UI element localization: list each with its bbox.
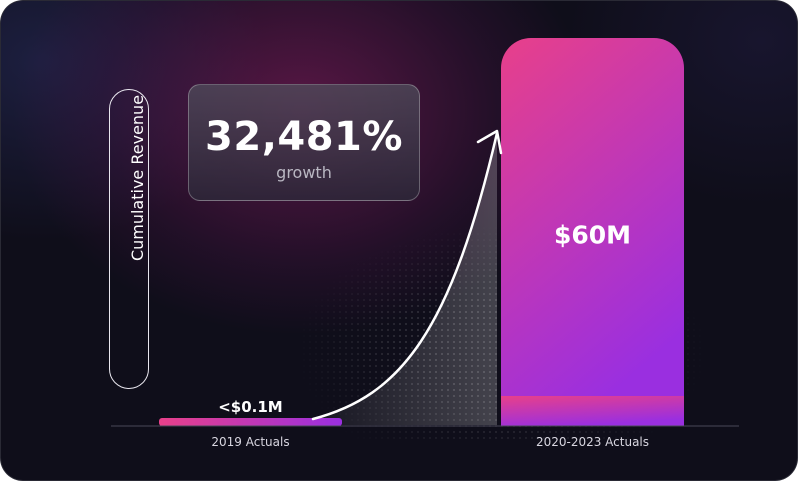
bar-2-base <box>501 396 684 426</box>
growth-label: growth <box>276 163 332 182</box>
growth-callout: 32,481% growth <box>188 84 420 201</box>
bar-1 <box>159 418 342 426</box>
y-axis-label: Cumulative Revenue <box>128 94 147 262</box>
category-label-2: 2020-2023 Actuals <box>536 435 649 449</box>
value-label-2: $60M <box>554 221 631 250</box>
value-label-1: <$0.1M <box>218 398 283 416</box>
growth-arrow-head <box>476 129 503 155</box>
bar-2 <box>501 38 684 426</box>
growth-arrow-curve <box>311 131 499 421</box>
growth-value: 32,481% <box>205 114 403 160</box>
y-axis-label-pill: Cumulative Revenue <box>109 89 149 389</box>
growth-curve-glow <box>313 133 497 425</box>
category-label-1: 2019 Actuals <box>211 435 289 449</box>
